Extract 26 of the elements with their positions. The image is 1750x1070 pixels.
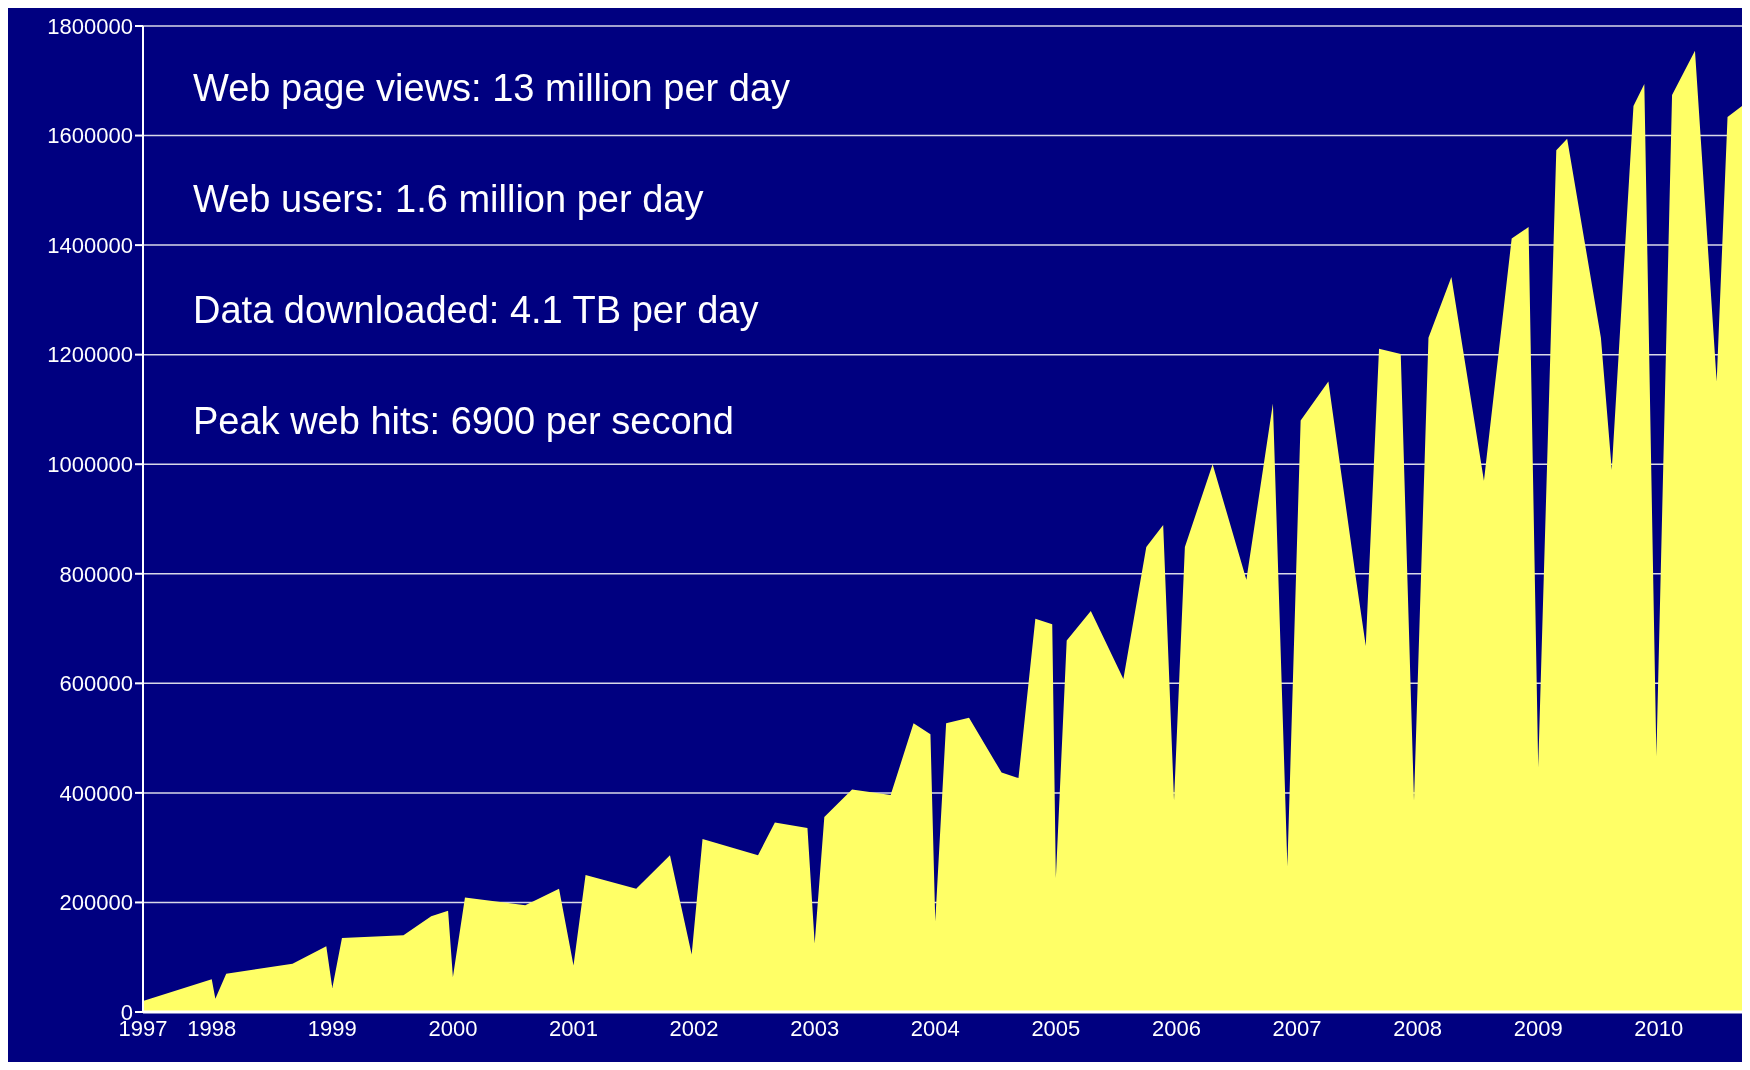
x-tick-label: 2001 — [549, 1015, 598, 1041]
x-tick-label: 2002 — [669, 1015, 719, 1041]
x-tick-label: 2003 — [790, 1015, 840, 1041]
annotation: Web users: 1.6 million per day — [193, 177, 705, 222]
x-tick-label: 2000 — [428, 1015, 478, 1041]
x-tick-label: 2008 — [1393, 1015, 1443, 1041]
x-tick-label: 2009 — [1513, 1015, 1563, 1041]
y-tick-label: 1000000 — [47, 452, 133, 478]
y-tick-label: 800000 — [59, 561, 133, 587]
y-tick-label: 600000 — [59, 671, 133, 697]
y-tick-label: 1200000 — [47, 342, 133, 368]
x-tick-label: 2004 — [910, 1015, 960, 1041]
y-tick-label: 1600000 — [47, 123, 133, 149]
y-tick-label: 400000 — [59, 780, 133, 806]
annotation: Peak web hits: 6900 per second — [193, 399, 735, 444]
annotation: Data downloaded: 4.1 TB per day — [193, 288, 760, 333]
x-tick-label: 1998 — [187, 1015, 237, 1041]
x-tick-label: 2007 — [1272, 1015, 1322, 1041]
annotation: Web page views: 13 million per day — [193, 66, 791, 111]
x-tick-label: 2005 — [1031, 1015, 1081, 1041]
y-tick-label: 1400000 — [47, 232, 133, 258]
y-tick-label: 1800000 — [47, 13, 133, 39]
x-tick-label: 2006 — [1151, 1015, 1201, 1041]
x-tick-label: 1999 — [307, 1015, 357, 1041]
x-tick-label: 2010 — [1634, 1015, 1684, 1041]
y-tick-label: 200000 — [59, 890, 133, 916]
